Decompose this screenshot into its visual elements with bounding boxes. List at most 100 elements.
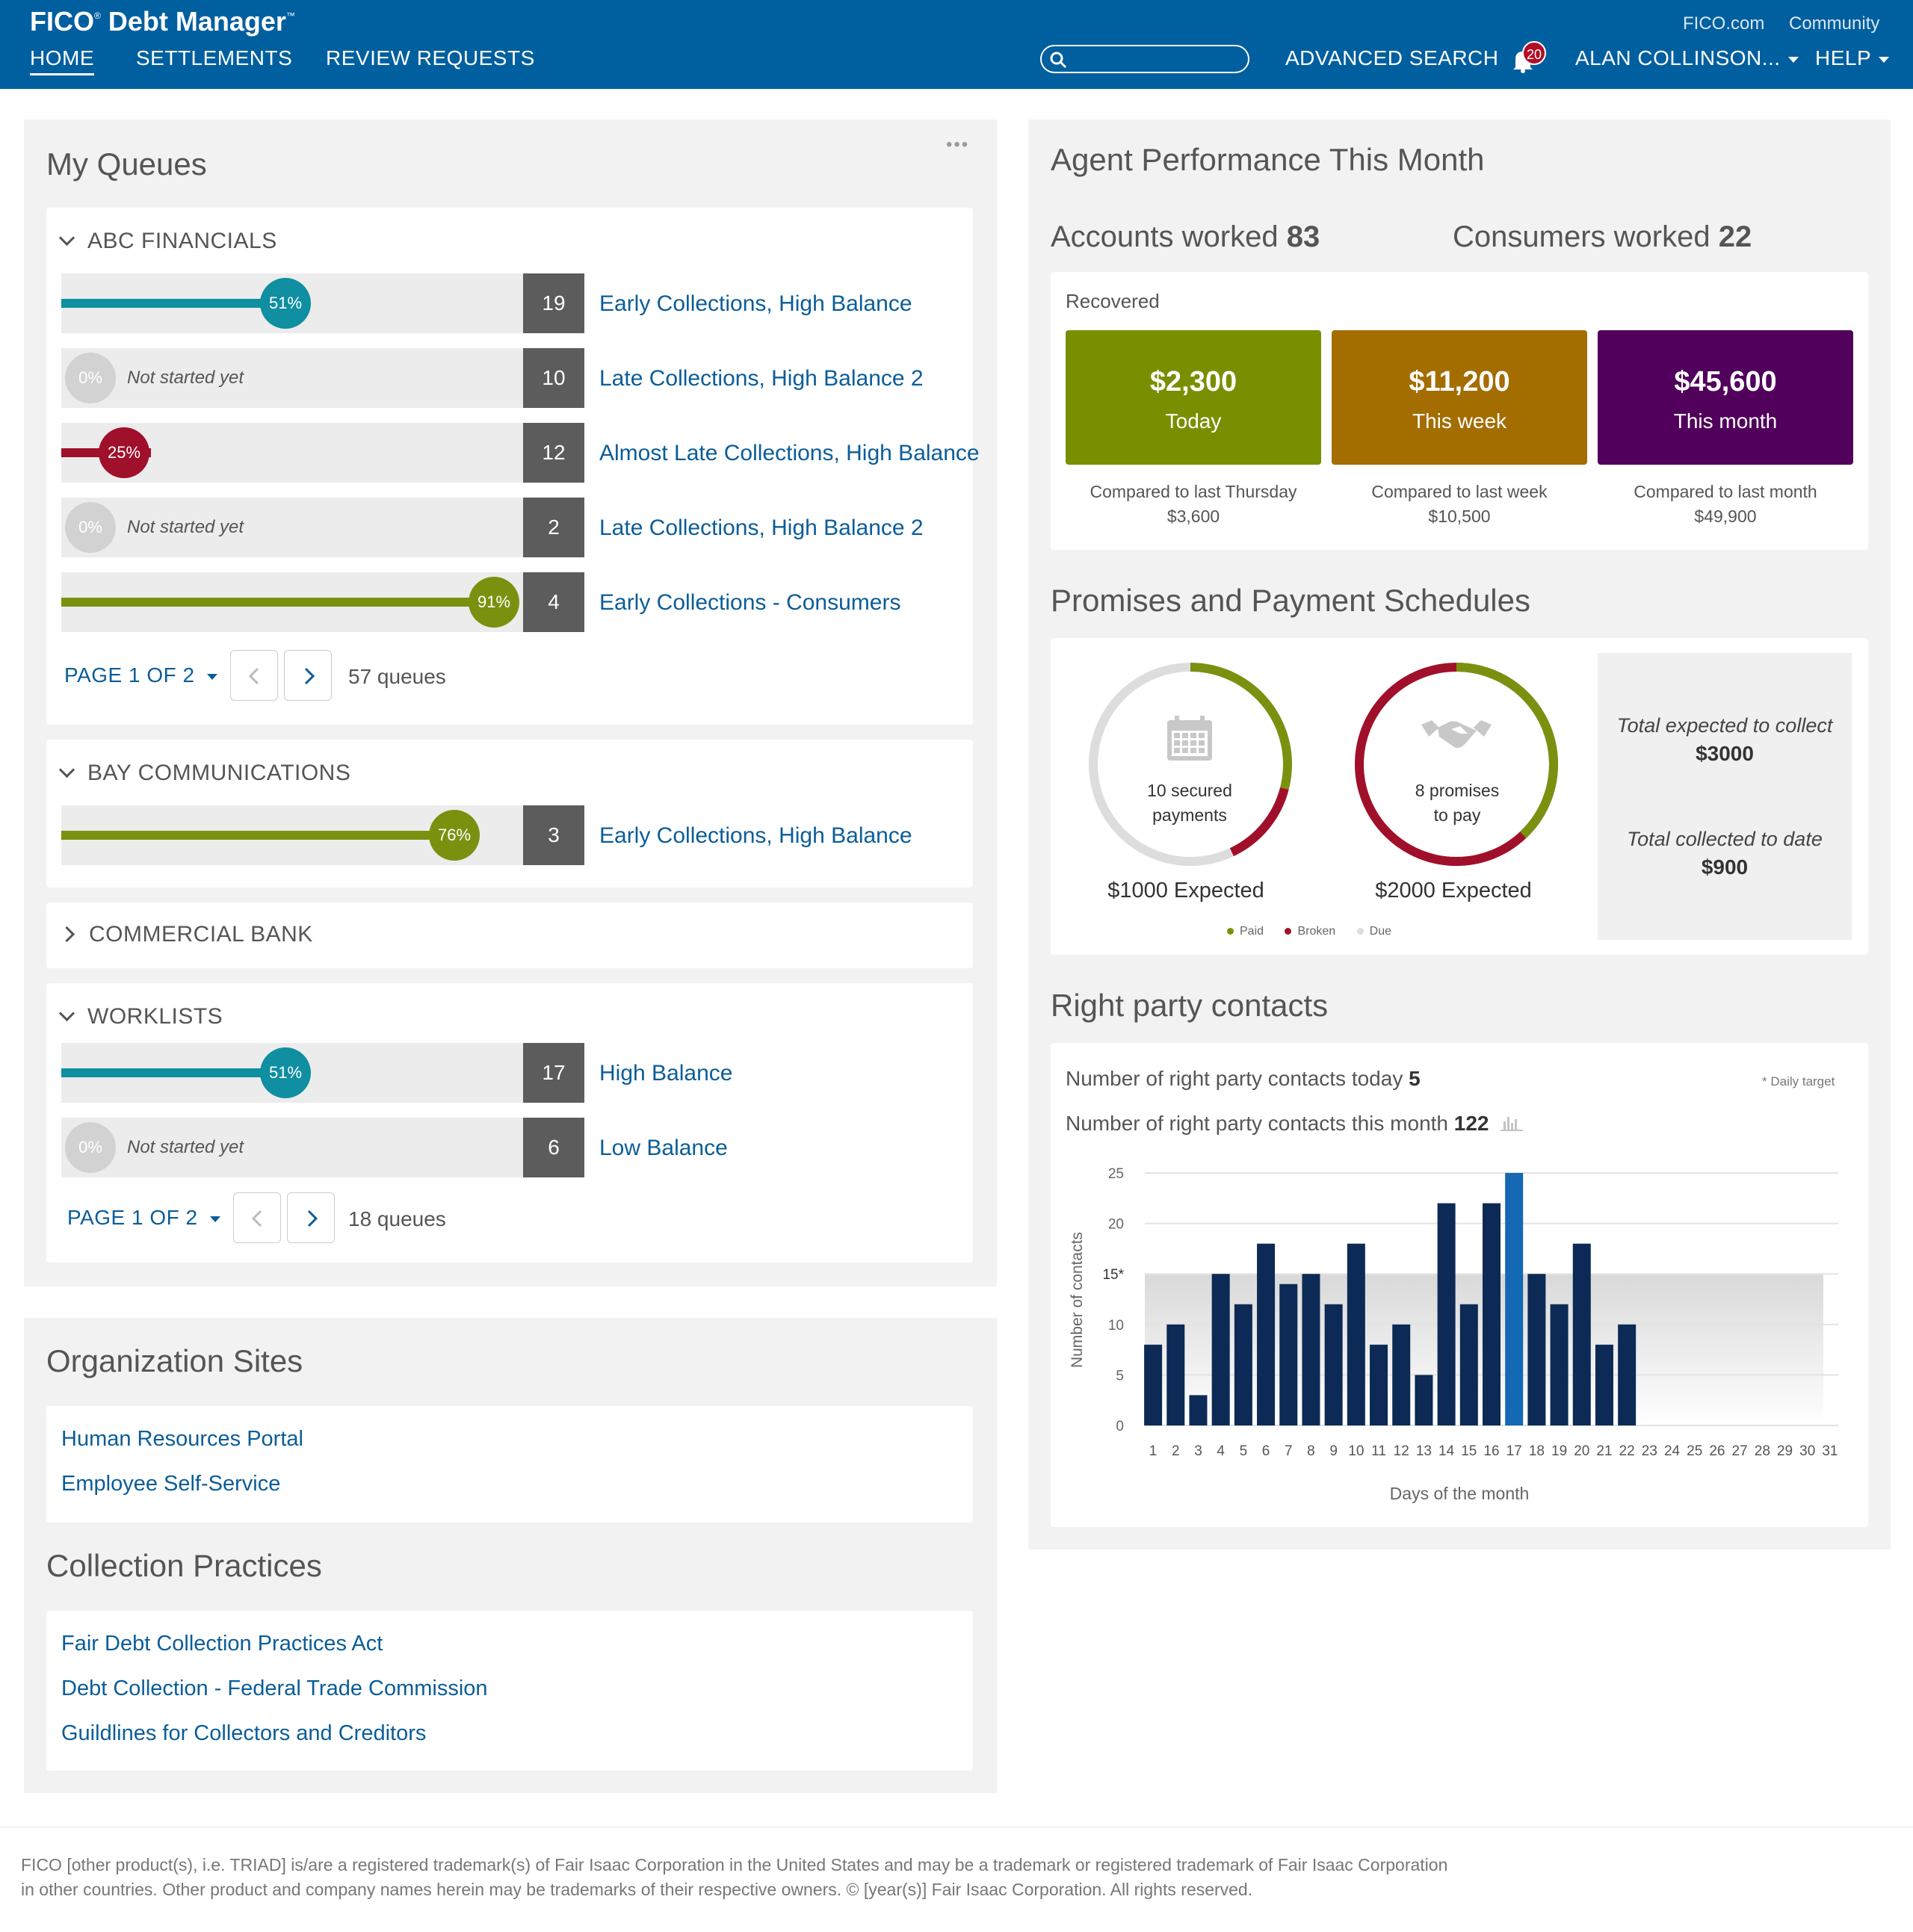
donut-label-line: to pay	[1433, 805, 1481, 825]
queue-row[interactable]: 0% Not started yet 10 Late Collections, …	[61, 348, 958, 408]
compare-month: Compared to last month $49,900	[1598, 480, 1853, 529]
user-menu[interactable]: ALAN COLLINSON...	[1575, 46, 1799, 70]
queue-link[interactable]: Late Collections, High Balance 2	[599, 366, 924, 391]
queue-row[interactable]: 0% Not started yet 6 Low Balance	[61, 1118, 958, 1177]
group-header-bay-communications[interactable]: BAY COMMUNICATIONS	[58, 761, 350, 786]
chart-bar	[1392, 1324, 1411, 1425]
queue-row[interactable]: 25% 12 Almost Late Collections, High Bal…	[61, 423, 980, 483]
donut-legend: Paid Broken Due	[1227, 925, 1391, 938]
chart-bar	[1347, 1243, 1365, 1425]
nav-home[interactable]: HOME	[30, 46, 94, 75]
accounts-worked: Accounts worked 83	[1051, 220, 1320, 254]
rpc-today-value: 5	[1409, 1067, 1421, 1090]
queue-total: 57 queues	[348, 665, 446, 688]
chart-bar	[1459, 1304, 1478, 1425]
queue-progress-fill	[61, 598, 495, 607]
collector-guidelines-link[interactable]: Guildlines for Collectors and Creditors	[61, 1721, 427, 1745]
donut-label-line: payments	[1152, 805, 1227, 825]
chart-bar	[1234, 1304, 1252, 1425]
ftc-debt-collection-link[interactable]: Debt Collection - Federal Trade Commissi…	[61, 1676, 488, 1700]
x-tick-label: 7	[1285, 1443, 1293, 1459]
legend-swatch-paid	[1227, 928, 1234, 935]
previous-page-button[interactable]	[233, 1192, 281, 1243]
group-header-commercial-bank[interactable]: COMMERCIAL BANK	[58, 922, 313, 947]
bar-chart-icon[interactable]	[1501, 1114, 1524, 1132]
more-options-icon[interactable]: •••	[946, 134, 970, 155]
x-tick-label: 15	[1461, 1443, 1477, 1459]
chart-bar	[1618, 1324, 1637, 1425]
queue-group-abc-financials: ABC FINANCIALS 51% 19 Early Collections,…	[46, 208, 980, 725]
queue-row[interactable]: 76% 3 Early Collections, High Balance	[61, 805, 958, 865]
group-header-worklists[interactable]: WORKLISTS	[58, 1004, 223, 1030]
next-page-button[interactable]	[284, 650, 332, 701]
x-tick-label: 11	[1371, 1443, 1386, 1459]
recovered-today-tile[interactable]: $2,300 Today	[1066, 330, 1321, 465]
page-select[interactable]: PAGE 1 OF 2	[67, 1206, 220, 1230]
chevron-right-icon	[307, 1210, 318, 1227]
handshake-icon	[1421, 720, 1492, 749]
queue-group-bay-communications: BAY COMMUNICATIONS 76% 3 Early Collectio…	[46, 740, 973, 888]
my-queues-title: My Queues	[46, 146, 207, 182]
donut-label-line: 8 promises	[1415, 781, 1500, 800]
x-tick-label: 17	[1506, 1443, 1522, 1459]
next-page-button[interactable]	[287, 1192, 335, 1243]
queue-link[interactable]: High Balance	[599, 1061, 733, 1086]
help-menu[interactable]: HELP	[1815, 46, 1890, 70]
nav-review-requests[interactable]: REVIEW REQUESTS	[326, 46, 535, 69]
queue-row[interactable]: 0% Not started yet 2 Late Collections, H…	[61, 498, 958, 557]
page-select[interactable]: PAGE 1 OF 2	[64, 663, 217, 687]
queue-link[interactable]: Early Collections, High Balance	[599, 291, 912, 316]
promises-title: Promises and Payment Schedules	[1051, 583, 1530, 618]
queue-link[interactable]: Late Collections, High Balance 2	[599, 515, 924, 540]
queue-row[interactable]: 51% 19 Early Collections, High Balance	[61, 273, 958, 333]
x-tick-label: 1	[1149, 1443, 1158, 1459]
queue-link[interactable]: Almost Late Collections, High Balance	[599, 441, 980, 465]
total-expected-value: $3000	[1696, 742, 1754, 765]
recovered-month-tile[interactable]: $45,600 This month	[1598, 330, 1853, 465]
chevron-down-icon	[58, 229, 75, 247]
legend-due: Due	[1369, 925, 1391, 938]
fair-debt-act-link[interactable]: Fair Debt Collection Practices Act	[61, 1632, 383, 1656]
chart-bar	[1370, 1344, 1388, 1425]
compare-week: Compared to last week $10,500	[1332, 480, 1587, 529]
app-logo[interactable]: FICO® Debt Manager™	[30, 6, 295, 37]
queue-progress-track: 51%	[61, 1043, 523, 1103]
notification-badge: 20	[1522, 41, 1546, 65]
queue-row[interactable]: 51% 17 High Balance	[61, 1043, 958, 1103]
recovered-week-tile[interactable]: $11,200 This week	[1332, 330, 1587, 465]
fico-com-link[interactable]: FICO.com	[1683, 13, 1765, 34]
chart-bar	[1166, 1324, 1185, 1425]
x-tick-label: 9	[1329, 1443, 1338, 1459]
group-header-abc-financials[interactable]: ABC FINANCIALS	[58, 229, 277, 254]
x-tick-label: 25	[1687, 1443, 1702, 1459]
tile-period: This month	[1673, 409, 1778, 433]
queue-count: 6	[523, 1118, 584, 1177]
queue-progress-badge: 25%	[99, 427, 149, 478]
queue-progress-fill	[61, 1068, 285, 1077]
caret-down-icon	[1787, 56, 1799, 63]
community-link[interactable]: Community	[1789, 13, 1880, 34]
advanced-search-link[interactable]: ADVANCED SEARCH	[1285, 46, 1499, 69]
search-input[interactable]	[1040, 45, 1249, 73]
x-tick-label: 27	[1732, 1443, 1748, 1459]
queue-progress-track: 76%	[61, 805, 523, 865]
queue-link[interactable]: Low Balance	[599, 1136, 728, 1160]
queue-total: 18 queues	[348, 1207, 446, 1230]
queue-link[interactable]: Early Collections, High Balance	[599, 823, 912, 848]
queue-row[interactable]: 91% 4 Early Collections - Consumers	[61, 572, 958, 632]
consumers-worked: Consumers worked 22	[1453, 220, 1752, 254]
search-icon	[1050, 52, 1067, 69]
y-tick-label: 10	[1108, 1318, 1124, 1334]
queue-link[interactable]: Early Collections - Consumers	[599, 590, 901, 615]
chart-bar	[1595, 1344, 1613, 1425]
queue-group-commercial-bank[interactable]: COMMERCIAL BANK	[46, 902, 973, 968]
nav-settlements[interactable]: SETTLEMENTS	[136, 46, 293, 69]
x-tick-label: 18	[1529, 1443, 1545, 1459]
previous-page-button[interactable]	[230, 650, 278, 701]
brand-reg-mark: ®	[94, 10, 101, 21]
human-resources-link[interactable]: Human Resources Portal	[61, 1427, 303, 1451]
right-party-title: Right party contacts	[1051, 988, 1329, 1023]
employee-self-service-link[interactable]: Employee Self-Service	[61, 1472, 281, 1496]
chevron-down-icon	[58, 761, 75, 778]
